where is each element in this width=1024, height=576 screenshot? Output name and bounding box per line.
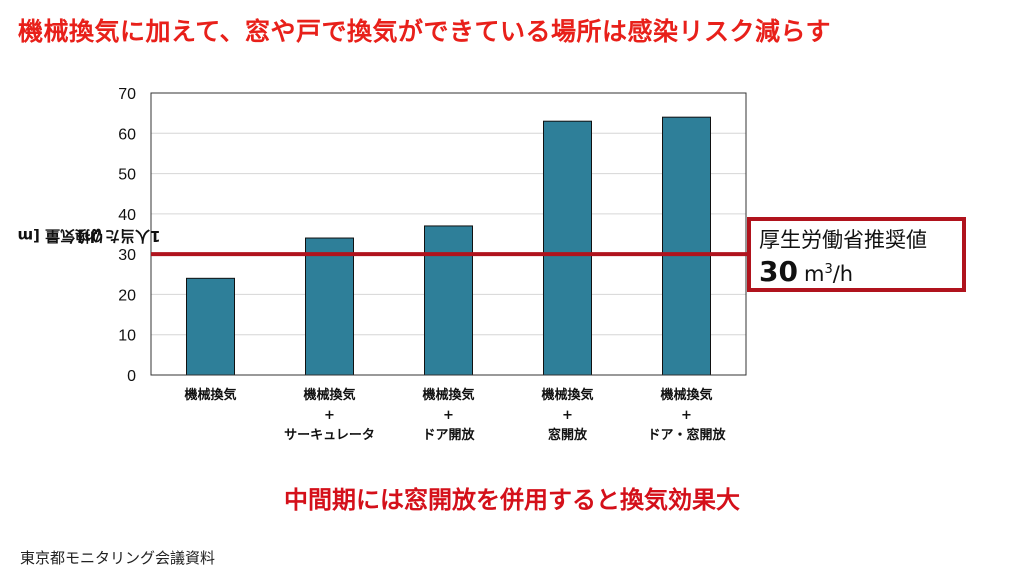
x-tick-label: 窓開放 — [548, 427, 588, 443]
y-tick-label: 70 — [118, 86, 136, 103]
x-tick-label: 機械換気 — [541, 387, 593, 403]
callout-value: 30 m3/h — [759, 255, 962, 288]
callout-number: 30 — [759, 255, 798, 288]
x-tick-label: + — [562, 408, 573, 423]
bar-chart: 機械換気 機械換気+サーキュレータ機械換気+ドア開放機械換気+窓開放機械換気+ドア… — [118, 86, 750, 443]
x-tick-label: + — [681, 408, 692, 423]
y-tick-label: 10 — [118, 328, 136, 345]
x-tick-label: 機械換気 — [660, 387, 712, 403]
callout-unit-prefix: m — [803, 262, 825, 286]
x-tick-label: + — [324, 408, 335, 423]
conclusion-text: 中間期には窓開放を併用すると換気効果大 — [284, 486, 740, 514]
x-tick-label: + — [443, 408, 454, 423]
bar — [543, 120, 592, 376]
bar — [186, 277, 235, 376]
callout-unit-suffix: /h — [832, 262, 854, 286]
x-tick-label: ドア開放 — [422, 427, 475, 443]
x-tick-label: サーキュレータ — [284, 428, 375, 443]
y-axis-label-suffix: /h] — [77, 227, 101, 246]
bar — [305, 237, 354, 376]
source-note: 東京都モニタリング会議資料 — [20, 549, 216, 567]
y-tick-label: 30 — [118, 247, 136, 264]
x-tick-label: 機械換気 — [422, 387, 474, 403]
bar — [424, 225, 473, 376]
callout-unit: m3/h — [804, 262, 853, 286]
y-tick-label: 50 — [118, 167, 136, 184]
y-tick-label: 60 — [118, 126, 136, 143]
x-tick-label: ドア・窓開放 — [647, 427, 726, 443]
plot-border — [150, 92, 747, 376]
x-tick-label: 機械換気 — [303, 387, 355, 403]
y-tick-label: 40 — [118, 207, 136, 224]
recommended-value-callout: 厚生労働省推奨値 30 m3/h — [747, 217, 966, 292]
callout-title: 厚生労働省推奨値 — [759, 228, 927, 252]
page-headline: 機械換気に加えて、窓や戸で換気ができている場所は感染リスク減らす — [18, 17, 832, 46]
callout-unit-sup: 3 — [824, 262, 833, 277]
y-tick-label: 0 — [127, 368, 136, 385]
y-tick-label: 20 — [118, 287, 136, 304]
x-tick-label: 機械換気 — [184, 387, 236, 403]
bar — [662, 116, 711, 376]
